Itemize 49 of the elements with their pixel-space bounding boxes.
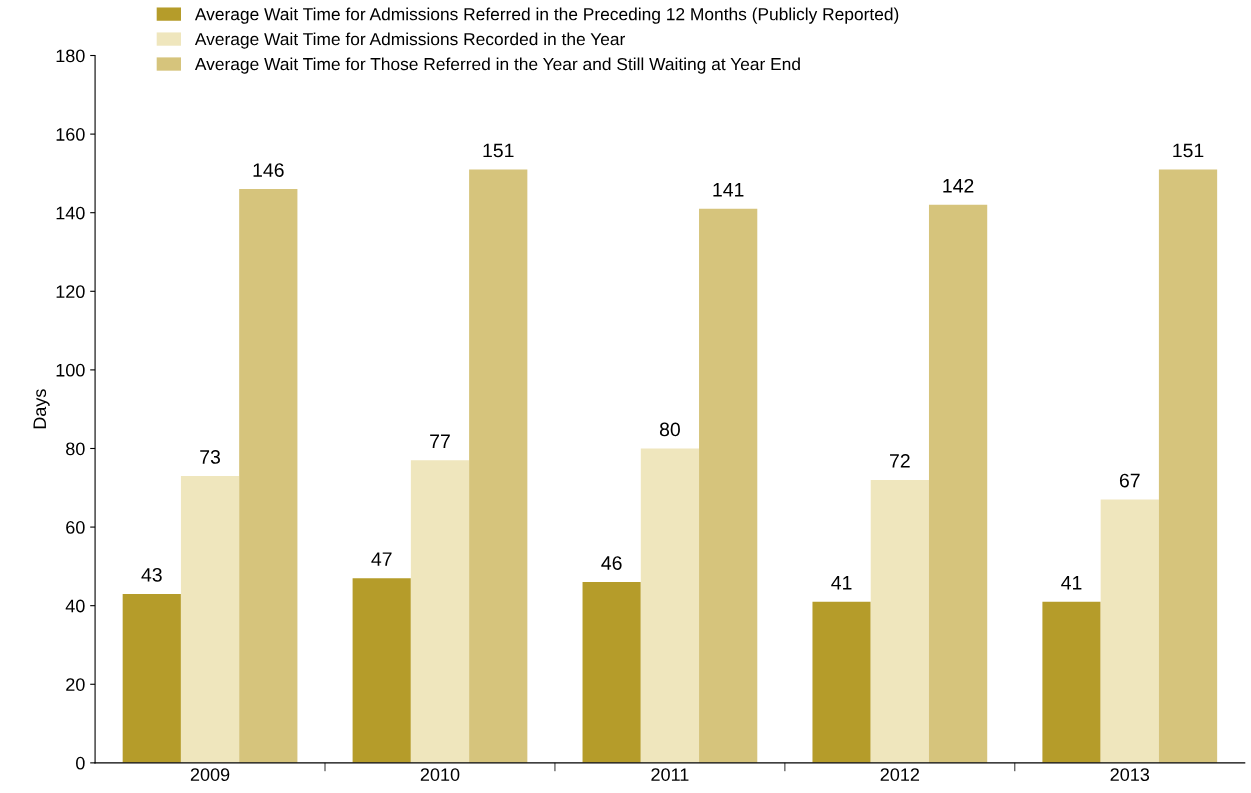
bar [239, 189, 298, 763]
data-label: 80 [659, 422, 680, 437]
bar [640, 448, 700, 763]
x-tick-label: 2012 [880, 768, 920, 781]
bar [1100, 499, 1159, 763]
data-label: 151 [483, 143, 514, 158]
y-tick-label: 40 [65, 599, 85, 613]
bar [1158, 169, 1218, 763]
data-label: 41 [1061, 576, 1082, 590]
y-tick-label: 140 [56, 206, 85, 220]
x-tick-label: 2011 [651, 768, 689, 781]
data-label: 146 [253, 163, 284, 177]
bar [870, 479, 929, 763]
data-label: 141 [713, 183, 744, 197]
x-tick-label: 2010 [420, 768, 460, 781]
bar [410, 460, 470, 763]
y-tick-label: 120 [56, 285, 85, 299]
data-label: 47 [371, 552, 392, 566]
y-tick-label: 100 [56, 363, 85, 377]
data-label: 73 [200, 450, 220, 464]
y-tick-label: 80 [66, 442, 85, 456]
bar [352, 578, 411, 763]
data-label: 142 [943, 178, 974, 193]
y-axis-title: Days [33, 389, 50, 429]
y-tick-label: 180 [56, 49, 85, 63]
data-label: 67 [1119, 473, 1140, 488]
data-label: 151 [1173, 143, 1204, 158]
bar [469, 169, 528, 763]
legend-label: Average Wait Time for Admissions Referred in the Preceding 12 Months (Publicly Reported) [194, 7, 899, 24]
bar [582, 582, 641, 763]
y-tick-label: 20 [66, 678, 85, 691]
data-label: 72 [890, 453, 910, 468]
bar [812, 601, 871, 763]
data-label: 43 [141, 567, 162, 582]
data-label: 77 [430, 434, 450, 448]
y-tick-label: 160 [56, 128, 85, 141]
legend-label: Average Wait Time for Admissions Recorded in the Year [194, 32, 626, 49]
x-tick-label: 2009 [190, 768, 230, 781]
x-tick-label: 2013 [1110, 768, 1150, 781]
bar [1042, 601, 1101, 763]
bar [699, 208, 758, 763]
bar [180, 475, 240, 763]
bar [122, 593, 181, 763]
y-tick-label: 0 [76, 756, 85, 770]
legend-label: Average Wait Time for Those Referred in the Year and Still Waiting at Year End [194, 57, 800, 74]
y-tick-label: 60 [66, 521, 85, 534]
data-label: 46 [601, 556, 622, 570]
bar [928, 204, 988, 763]
data-label: 41 [831, 576, 852, 590]
